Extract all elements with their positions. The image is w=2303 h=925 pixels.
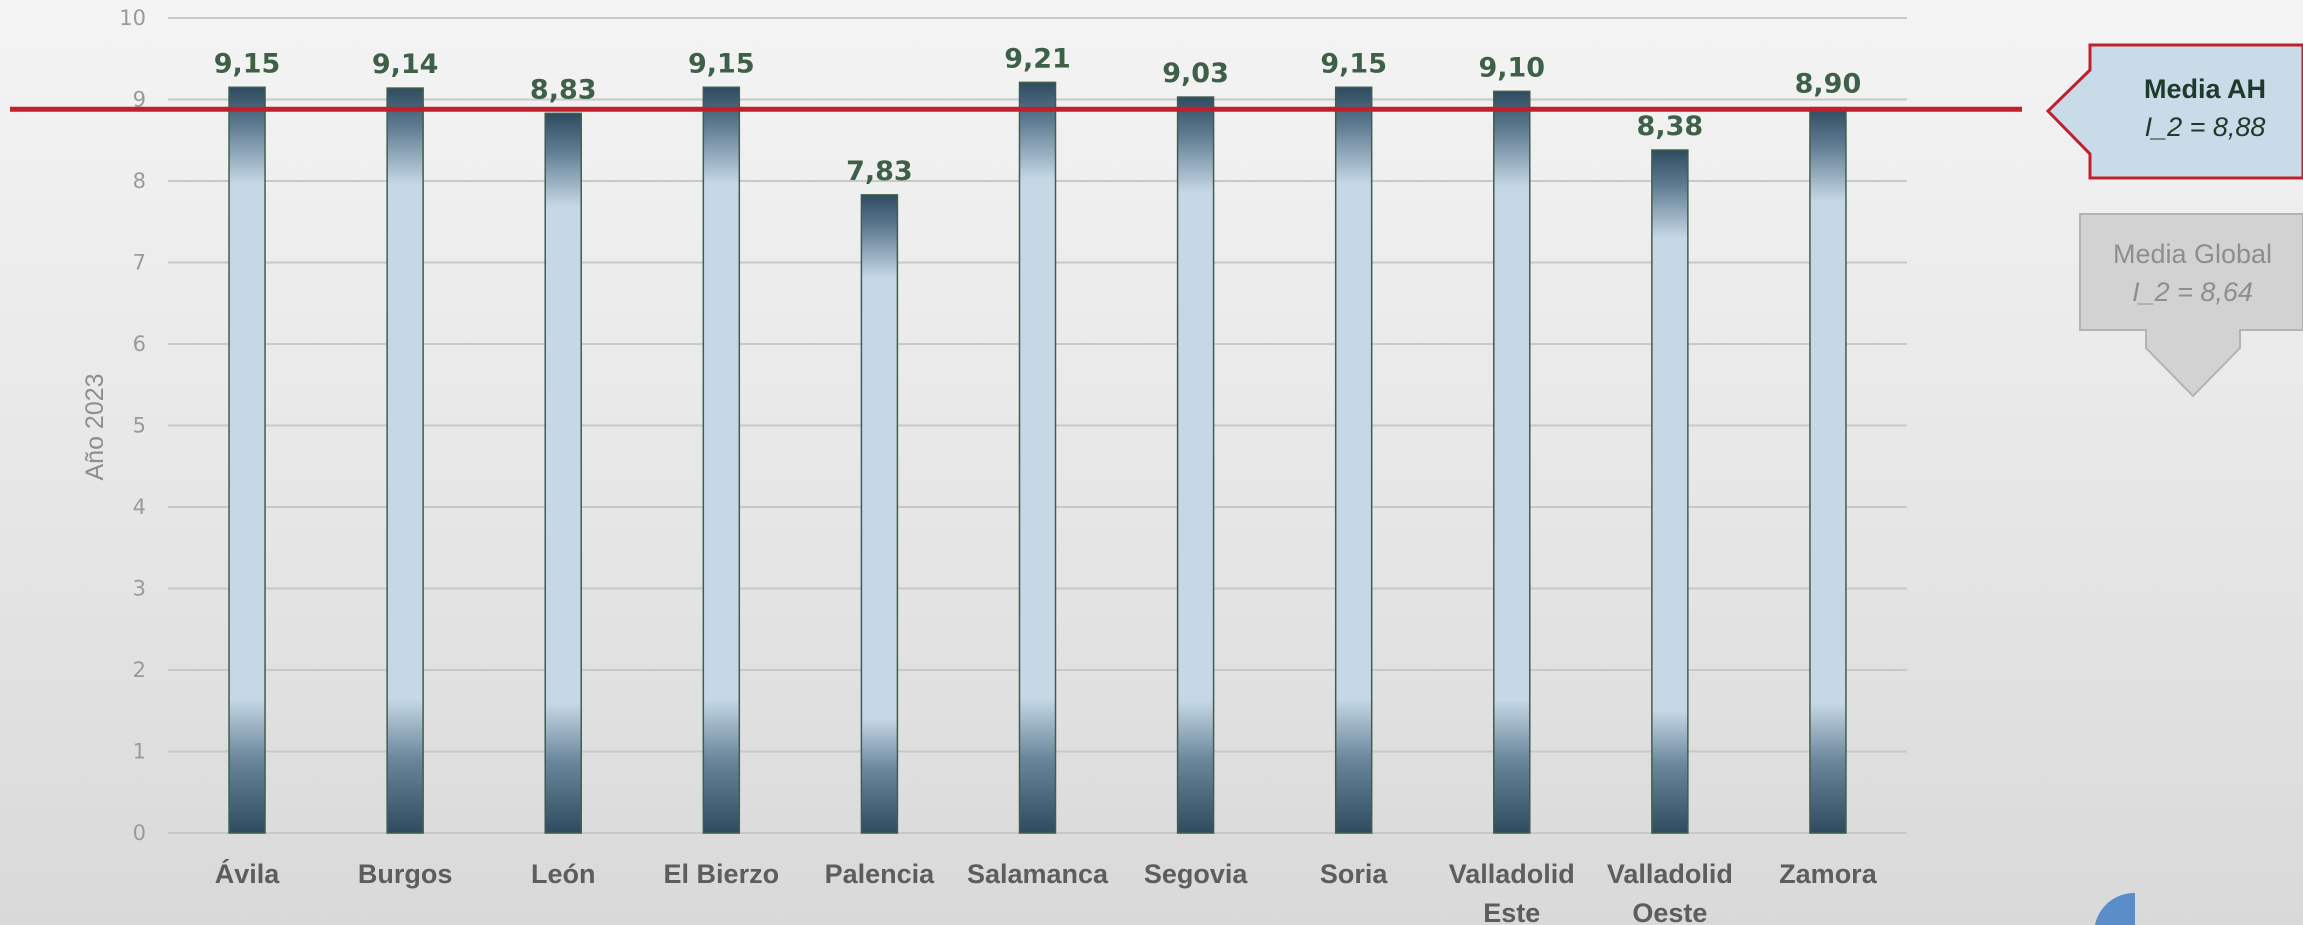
x-axis-categories: Ávila Burgos León El Bierzo Palencia Salamanc… [215, 858, 1878, 925]
bar [1018, 81, 1057, 834]
y-tick-label: 7 [133, 251, 146, 275]
bar [1651, 149, 1689, 834]
media-global-value: I_2 = 8,64 [2132, 277, 2253, 307]
category-label: Zamora [1779, 859, 1878, 889]
media-global-callout: Media Global I_2 = 8,64 [2080, 235, 2303, 311]
media-ah-value: I_2 = 8,88 [2144, 112, 2266, 142]
data-label: 8,38 [1637, 111, 1704, 142]
category-label: Palencia [825, 859, 936, 889]
data-label: 7,83 [846, 156, 913, 187]
category-label: León [531, 859, 596, 889]
bar [1176, 96, 1215, 834]
bars [228, 81, 1847, 834]
bar [1334, 86, 1373, 834]
y-tick-label: 2 [133, 658, 146, 682]
category-label: Soria [1320, 859, 1389, 889]
corner-decoration [2095, 892, 2135, 925]
media-ah-callout: Media AH I_2 = 8,88 [2110, 70, 2300, 146]
bar [860, 194, 899, 834]
y-tick-label: 4 [133, 495, 146, 519]
data-label: 9,14 [372, 49, 439, 80]
media-global-callout-arrow [2079, 213, 2303, 398]
data-label: 9,03 [1162, 58, 1229, 89]
y-axis-ticks: 0 1 2 3 4 5 6 7 8 9 10 [119, 6, 146, 845]
category-label: Valladolid Este [1449, 859, 1575, 925]
data-label: 9,15 [1320, 48, 1387, 79]
category-label: Burgos [358, 859, 453, 889]
data-label: 8,90 [1795, 69, 1862, 100]
y-tick-label: 0 [133, 821, 146, 845]
y-tick-label: 9 [133, 88, 146, 112]
data-label: 9,21 [1004, 43, 1071, 74]
bar [386, 87, 424, 834]
bar [702, 86, 741, 834]
y-tick-label: 8 [133, 169, 146, 193]
y-tick-label: 3 [133, 577, 146, 601]
category-label: Segovia [1144, 859, 1249, 889]
bar [1809, 106, 1847, 834]
bar [228, 86, 266, 834]
category-label: Ávila [215, 858, 281, 889]
y-tick-label: 5 [133, 414, 146, 438]
bar [1493, 90, 1531, 834]
bar [544, 112, 582, 834]
category-label: El Bierzo [664, 859, 780, 889]
category-label: Salamanca [967, 859, 1109, 889]
data-label: 8,83 [530, 74, 597, 105]
category-label: Valladolid Oeste [1607, 859, 1733, 925]
media-ah-title: Media AH [2143, 74, 2266, 104]
y-tick-label: 1 [133, 740, 146, 764]
data-label: 9,10 [1478, 52, 1545, 83]
y-axis-label: Año 2023 [81, 373, 109, 480]
data-label: 9,15 [688, 48, 755, 79]
media-global-title: Media Global [2112, 239, 2273, 269]
data-label: 9,15 [214, 48, 281, 79]
media-ah-callout-arrow [2045, 43, 2303, 180]
y-tick-label: 6 [133, 332, 146, 356]
y-tick-label: 10 [119, 6, 146, 30]
data-labels: 9,15 9,14 8,83 9,15 7,83 9,21 9,03 9,15 9,10 8,38… [214, 43, 1862, 186]
